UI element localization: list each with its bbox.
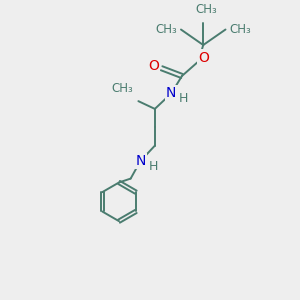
- Text: H: H: [179, 92, 189, 105]
- Text: O: O: [198, 51, 209, 64]
- Text: CH₃: CH₃: [112, 82, 134, 95]
- Text: N: N: [135, 154, 146, 168]
- Text: H: H: [149, 160, 159, 172]
- Text: N: N: [166, 86, 176, 100]
- Text: CH₃: CH₃: [230, 23, 251, 36]
- Text: O: O: [148, 59, 159, 73]
- Text: CH₃: CH₃: [195, 3, 217, 16]
- Text: CH₃: CH₃: [155, 23, 177, 36]
